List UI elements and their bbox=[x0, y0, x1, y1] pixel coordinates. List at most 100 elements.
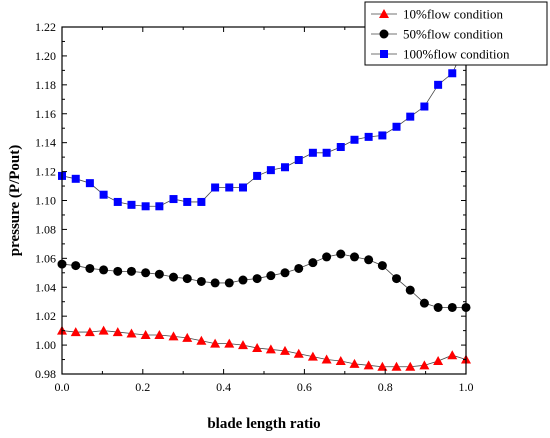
data-point bbox=[154, 329, 165, 339]
data-point bbox=[281, 163, 290, 172]
data-point bbox=[85, 263, 95, 273]
data-point bbox=[321, 354, 332, 364]
y-tick-label: 1.06 bbox=[35, 251, 56, 265]
data-point bbox=[112, 327, 123, 337]
data-point bbox=[141, 268, 151, 278]
data-point bbox=[197, 197, 206, 206]
data-point bbox=[265, 344, 276, 354]
data-point bbox=[196, 335, 207, 345]
y-axis-title: pressure (P/Pout) bbox=[7, 145, 23, 257]
data-point bbox=[98, 325, 109, 335]
data-point bbox=[349, 252, 359, 262]
data-point bbox=[126, 266, 136, 276]
series-square bbox=[58, 40, 470, 211]
data-point bbox=[336, 249, 346, 259]
data-point bbox=[293, 348, 304, 358]
data-point bbox=[294, 263, 304, 273]
x-tick-label: 0.8 bbox=[378, 380, 393, 394]
data-point bbox=[113, 266, 123, 276]
data-point bbox=[377, 361, 388, 371]
x-axis-title: blade length ratio bbox=[207, 416, 320, 432]
data-point bbox=[294, 156, 303, 165]
data-point bbox=[252, 342, 263, 352]
data-point bbox=[210, 278, 220, 288]
y-tick-label: 1.04 bbox=[35, 280, 56, 294]
data-point bbox=[447, 302, 457, 312]
series-line bbox=[61, 44, 467, 207]
data-point bbox=[406, 112, 415, 121]
plot-area bbox=[57, 40, 471, 371]
data-point bbox=[419, 298, 429, 308]
data-point bbox=[322, 148, 331, 157]
data-point bbox=[127, 200, 136, 209]
data-point bbox=[253, 171, 262, 180]
data-point bbox=[238, 275, 248, 285]
data-point bbox=[405, 285, 415, 295]
series-line bbox=[61, 253, 466, 308]
data-point bbox=[434, 80, 443, 89]
data-point bbox=[238, 183, 247, 192]
data-point bbox=[99, 190, 108, 199]
x-tick-label: 1.0 bbox=[459, 380, 474, 394]
data-point bbox=[335, 355, 346, 365]
data-point bbox=[364, 132, 373, 141]
data-point bbox=[210, 338, 221, 348]
x-tick-label: 0.2 bbox=[135, 380, 150, 394]
data-point bbox=[113, 197, 122, 206]
data-point bbox=[168, 331, 179, 341]
data-point bbox=[169, 195, 178, 204]
data-point bbox=[196, 276, 206, 286]
data-point bbox=[448, 69, 457, 78]
data-point bbox=[447, 350, 458, 360]
data-point bbox=[155, 202, 164, 211]
data-point bbox=[84, 327, 95, 337]
y-tick-label: 1.12 bbox=[35, 165, 56, 179]
data-point bbox=[350, 135, 359, 144]
y-tick-label: 1.10 bbox=[35, 194, 56, 208]
data-point bbox=[392, 122, 401, 131]
data-point bbox=[182, 274, 192, 284]
data-point bbox=[405, 361, 416, 371]
y-tick-label: 1.02 bbox=[35, 309, 56, 323]
data-point bbox=[433, 302, 443, 312]
series-triangle bbox=[57, 325, 471, 371]
data-point bbox=[391, 361, 402, 371]
data-point bbox=[433, 355, 444, 365]
data-point bbox=[392, 274, 402, 284]
legend-marker bbox=[379, 29, 389, 39]
data-point bbox=[169, 272, 179, 282]
data-point bbox=[71, 261, 81, 271]
legend-label: 10%flow condition bbox=[403, 7, 504, 22]
data-point bbox=[182, 332, 193, 342]
data-point bbox=[378, 131, 387, 140]
y-tick-label: 1.00 bbox=[35, 338, 56, 352]
data-point bbox=[266, 271, 276, 281]
x-tick-label: 0.0 bbox=[55, 380, 70, 394]
y-tick-label: 1.20 bbox=[35, 49, 56, 63]
data-point bbox=[377, 261, 387, 271]
axes: 0.0 0.2 0.4 0.6 0.8 1.0 0.98 1.00 1.02 1.04 1.06 1.… bbox=[35, 20, 474, 394]
legend-label: 100%flow condition bbox=[403, 47, 510, 62]
data-point bbox=[280, 345, 291, 355]
series-circle bbox=[57, 249, 471, 312]
data-point bbox=[126, 328, 137, 338]
data-point bbox=[336, 143, 345, 152]
data-point bbox=[85, 179, 94, 188]
x-tick-label: 0.4 bbox=[216, 380, 231, 394]
x-tick-label: 0.6 bbox=[297, 380, 312, 394]
y-tick-label: 1.14 bbox=[35, 136, 56, 150]
y-tick-label: 1.22 bbox=[35, 20, 56, 34]
legend: 10%flow condition 50%flow condition 100%fl… bbox=[364, 1, 548, 66]
data-point bbox=[224, 338, 235, 348]
data-point bbox=[99, 265, 109, 275]
data-point bbox=[183, 197, 192, 206]
data-point bbox=[307, 351, 318, 361]
data-point bbox=[266, 166, 275, 175]
y-tick-label: 1.18 bbox=[35, 78, 56, 92]
data-point bbox=[419, 360, 430, 370]
legend-label: 50%flow condition bbox=[403, 27, 504, 42]
data-point bbox=[141, 202, 150, 211]
data-point bbox=[140, 329, 151, 339]
data-point bbox=[322, 252, 332, 262]
